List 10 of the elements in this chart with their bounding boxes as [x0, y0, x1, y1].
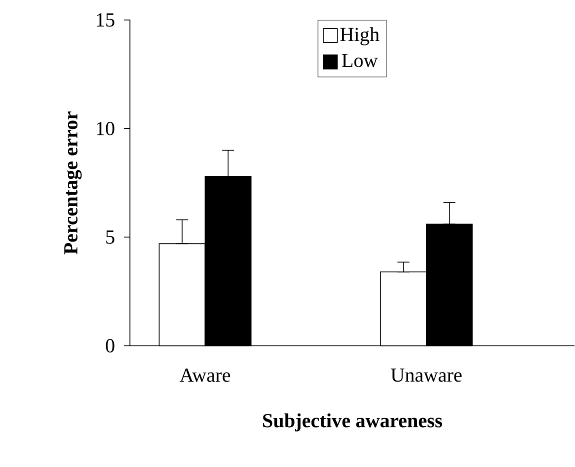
y-tick-label: 0 [106, 339, 114, 353]
y-tick-label: 10 [96, 122, 114, 136]
legend-label: High [340, 27, 380, 46]
x-axis-title: Subjective awareness [263, 414, 442, 432]
y-tick-label: 15 [96, 13, 114, 27]
x-tick-label: Aware [180, 368, 230, 382]
x-tick-label: Unaware [390, 368, 462, 382]
legend-label: Low [342, 54, 378, 68]
y-tick-label: 5 [106, 230, 114, 244]
y-axis-title: Percentage error [64, 112, 82, 254]
